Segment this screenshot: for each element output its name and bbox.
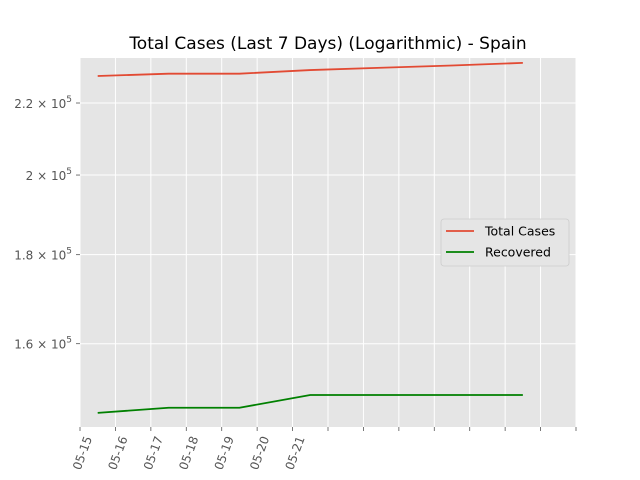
legend: Total Cases Recovered xyxy=(440,218,570,267)
legend-label: Total Cases xyxy=(484,224,555,239)
y-tick-label: 1.6 × 105 xyxy=(14,336,72,352)
x-tick-label: 05-16 xyxy=(105,434,130,472)
x-tick-label: 05-20 xyxy=(247,434,272,472)
x-tick-label: 05-15 xyxy=(70,434,95,472)
x-tick-label: 05-21 xyxy=(283,434,308,472)
legend-label: Recovered xyxy=(485,245,551,260)
y-tick-label: 2.2 × 105 xyxy=(14,95,72,111)
x-tick-label: 05-17 xyxy=(141,434,166,472)
y-tick-label: 1.8 × 105 xyxy=(14,247,72,263)
grid xyxy=(79,58,577,427)
series-lines xyxy=(97,61,523,414)
x-tick-label: 05-18 xyxy=(176,434,201,472)
chart-title: Total Cases (Last 7 Days) (Logarithmic) … xyxy=(128,34,526,54)
y-tick-label: 2 × 105 xyxy=(26,167,72,183)
x-tick-label: 05-19 xyxy=(212,434,237,472)
